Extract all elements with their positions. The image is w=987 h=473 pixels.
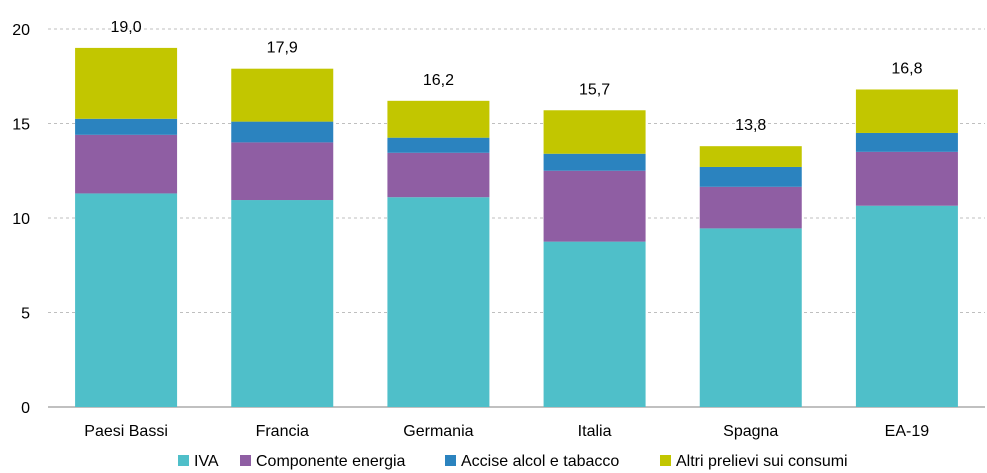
total-label: 16,2 [423, 72, 454, 89]
bar-segment [75, 193, 178, 407]
bar-segment [75, 134, 178, 194]
legend-label: Accise alcol e tabacco [461, 453, 619, 470]
bar-segment [543, 241, 646, 407]
legend-label: Componente energia [256, 453, 406, 470]
legend-label: IVA [194, 453, 219, 470]
total-label: 15,7 [579, 81, 610, 98]
bar-segment [699, 186, 802, 229]
y-tick-label: 0 [21, 400, 30, 417]
bar-segment [387, 197, 490, 407]
bar-segment [855, 89, 958, 133]
legend-swatch [445, 455, 456, 466]
x-tick-label: Francia [256, 423, 309, 440]
x-tick-label: EA-19 [885, 423, 930, 440]
bar-segment [855, 205, 958, 407]
bar-segment [855, 132, 958, 152]
total-label: 13,8 [735, 117, 766, 134]
grid [48, 28, 985, 408]
bar-segment [231, 142, 334, 201]
total-label: 16,8 [891, 60, 922, 77]
bar-segment [231, 200, 334, 407]
legend-label: Altri prelievi sui consumi [676, 453, 848, 470]
bar-segment [855, 151, 958, 206]
x-tick-label: Spagna [723, 423, 778, 440]
bar-segment [231, 121, 334, 143]
y-tick-label: 20 [12, 22, 30, 39]
total-label: 17,9 [267, 40, 298, 57]
labels: 0 5 10 15 20 19,0 Paesi Bassi 17,9 Francia 16,2 Ge… [12, 19, 929, 440]
y-tick-label: 15 [12, 117, 30, 134]
bar-segment [543, 110, 646, 154]
bar-segment [699, 146, 802, 167]
bar-segment [699, 228, 802, 407]
x-tick-label: Italia [578, 423, 612, 440]
bar-segment [387, 100, 490, 138]
y-tick-label: 10 [12, 211, 30, 228]
bars [75, 47, 958, 407]
x-tick-label: Paesi Bassi [84, 423, 168, 440]
legend-swatch [240, 455, 251, 466]
bar-segment [543, 153, 646, 171]
legend-swatch [660, 455, 671, 466]
bar-segment [543, 170, 646, 242]
total-label: 19,0 [111, 19, 142, 36]
bar-segment [231, 68, 334, 122]
bar-segment [699, 166, 802, 187]
y-tick-label: 5 [21, 306, 30, 323]
bar-segment [387, 152, 490, 198]
legend-swatch [178, 455, 189, 466]
x-tick-label: Germania [403, 423, 473, 440]
bar-segment [75, 118, 178, 135]
bar-segment [75, 47, 178, 119]
legend: IVA Componente energia Accise alcol e taba… [178, 453, 848, 470]
bar-segment [387, 137, 490, 153]
